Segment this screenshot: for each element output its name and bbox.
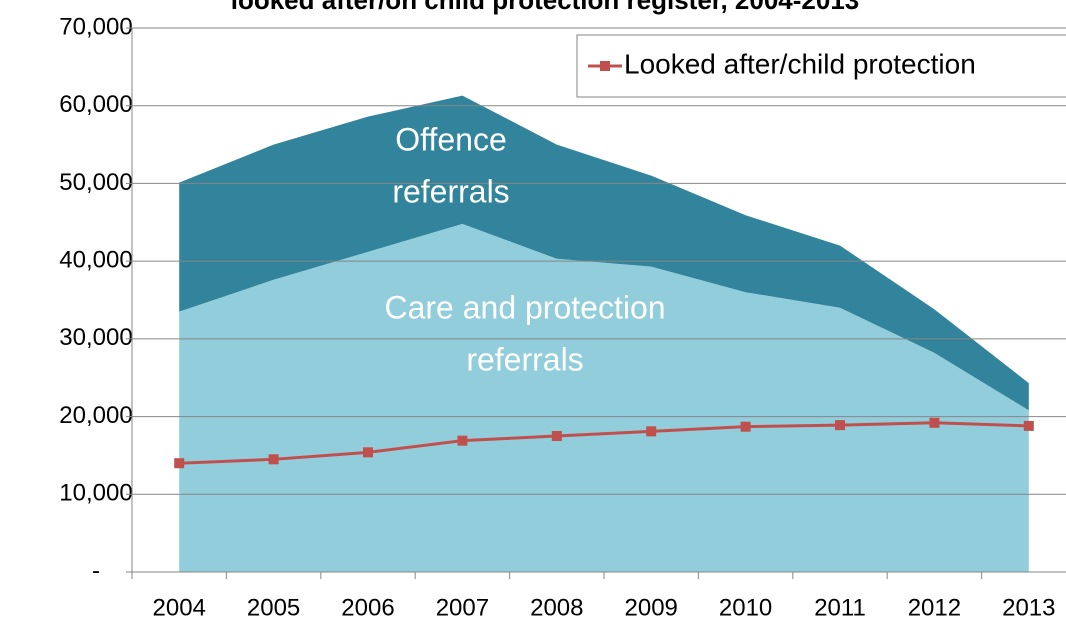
grid bbox=[132, 27, 1066, 495]
marker bbox=[551, 431, 562, 441]
x-tick-label: 2010 bbox=[719, 594, 772, 621]
x-tick-label: 2012 bbox=[908, 594, 961, 621]
x-tick-label: 2013 bbox=[1002, 594, 1055, 621]
y-tick-label: 10,000 bbox=[59, 480, 132, 507]
area-label: referrals bbox=[392, 173, 509, 209]
x-tick-label: 2011 bbox=[814, 594, 866, 621]
chart-title: looked after/on child protection registe… bbox=[231, 0, 860, 15]
area-label: Care and protection bbox=[384, 289, 665, 325]
legend-marker bbox=[600, 61, 610, 71]
area-label: Offence bbox=[395, 121, 506, 157]
area bbox=[179, 95, 1029, 411]
legend-label: Looked after/child protection bbox=[624, 48, 976, 79]
y-tick-label: 70,000 bbox=[59, 13, 132, 40]
y-tick-label: 40,000 bbox=[59, 246, 132, 273]
x-tick-label: 2007 bbox=[436, 594, 489, 621]
marker bbox=[929, 417, 940, 428]
y-tick-label: 60,000 bbox=[59, 91, 132, 118]
x-tick-label: 2005 bbox=[247, 594, 300, 621]
legend-box bbox=[576, 34, 1066, 98]
marker bbox=[835, 420, 845, 431]
x-tick-label: 2004 bbox=[153, 594, 206, 621]
line bbox=[179, 421, 1029, 465]
x-tick-label: 2009 bbox=[625, 594, 678, 621]
marker bbox=[268, 454, 279, 465]
y-tick-label: - bbox=[92, 557, 100, 584]
y-tick-label: 30,000 bbox=[59, 324, 132, 351]
area bbox=[179, 223, 1029, 572]
marker bbox=[174, 458, 185, 469]
marker bbox=[457, 435, 468, 446]
y-tick-label: 20,000 bbox=[59, 402, 132, 429]
area-label: referrals bbox=[466, 341, 583, 377]
x-tick-label: 2006 bbox=[341, 594, 394, 621]
x-tick-label: 2008 bbox=[530, 594, 583, 621]
marker bbox=[1023, 420, 1034, 431]
marker bbox=[646, 426, 657, 437]
marker bbox=[363, 447, 373, 458]
marker bbox=[740, 421, 751, 432]
y-tick-label: 50,000 bbox=[59, 169, 132, 196]
